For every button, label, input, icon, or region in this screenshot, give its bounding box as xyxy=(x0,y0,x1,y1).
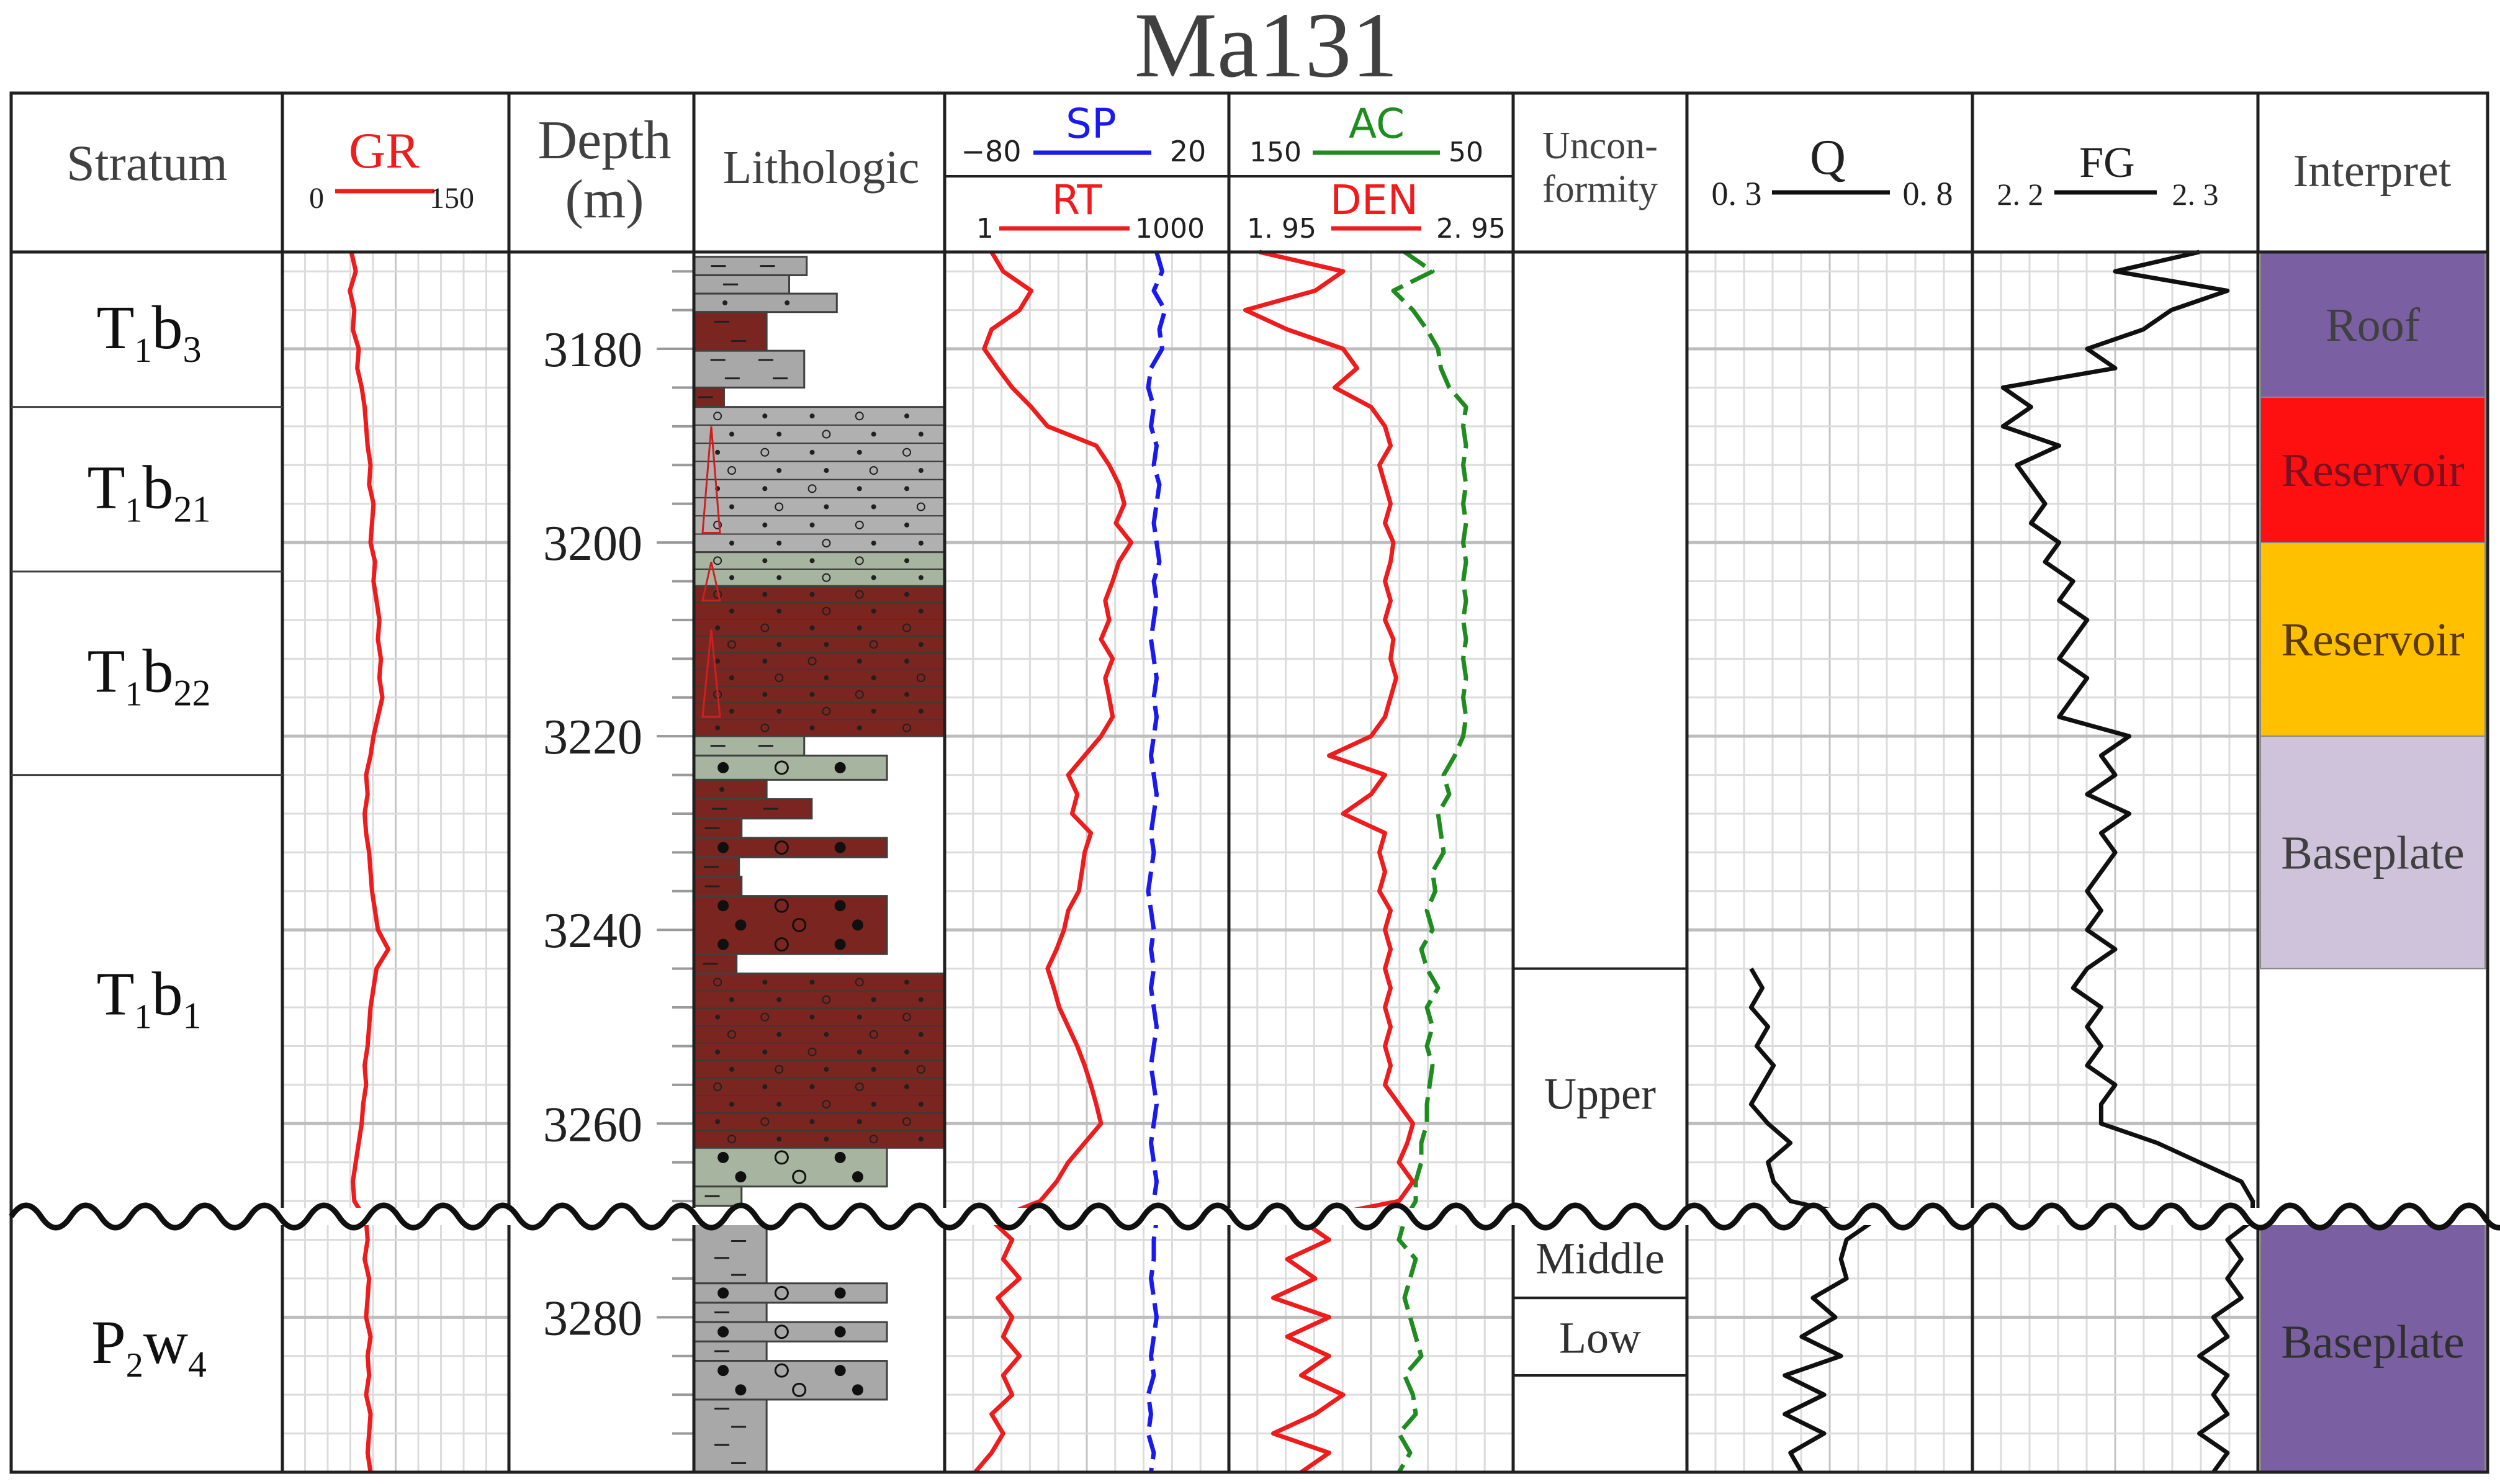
unconformity-zone-label: Middle xyxy=(1536,1234,1665,1284)
header-unconformity-line1: Uncon- xyxy=(1542,125,1658,167)
track-frame xyxy=(9,91,2500,1474)
interpret-zone-label: Baseplate xyxy=(2281,1316,2464,1368)
header-sp-label: SP xyxy=(1066,100,1117,148)
curve-den xyxy=(1243,250,1415,1474)
interpret-zone-label: Baseplate xyxy=(2281,827,2464,879)
depth-tick-label: 3200 xyxy=(543,516,642,571)
chart-title: Ma131 xyxy=(1135,0,1398,97)
header-depth-label: Depth xyxy=(537,110,671,171)
header-interpret: Interpret xyxy=(2293,146,2452,197)
header-fg-max: 2. 3 xyxy=(2172,177,2219,212)
unconformity-zone-label: Low xyxy=(1559,1313,1641,1363)
interpret-zone xyxy=(2260,1210,2486,1473)
lithology-bed xyxy=(693,1398,768,1473)
depth-tick-label: 3180 xyxy=(543,323,642,377)
stratum-label: P2w4 xyxy=(91,1308,207,1385)
curve-gr xyxy=(348,251,391,1473)
column-headers: Stratum GR 0 150 Depth (m) Lithologic SP… xyxy=(66,100,2452,245)
zone-fills xyxy=(693,251,2486,1473)
header-gr-min: 0 xyxy=(309,182,324,215)
lithology-bed xyxy=(693,778,768,801)
lithology-bed xyxy=(693,1340,768,1362)
curve-fg xyxy=(2000,250,2255,1474)
interpret-zone xyxy=(2260,251,2486,398)
header-sp-max: 20 xyxy=(1170,135,1207,168)
lithology-bed xyxy=(693,798,813,820)
stratum-label: T1b21 xyxy=(87,452,210,529)
fining-up-triangle xyxy=(701,561,721,602)
lithology-bed xyxy=(693,274,791,295)
outer-frame xyxy=(9,91,2489,1474)
header-q-min: 0. 3 xyxy=(1712,175,1762,212)
depth-tick-label: 3260 xyxy=(543,1097,642,1152)
lithology-bed xyxy=(693,349,806,389)
stratum-label: T1b22 xyxy=(87,637,210,714)
header-gr-max: 150 xyxy=(429,182,474,215)
stratum-label: T1b3 xyxy=(96,293,201,370)
lithology-bed xyxy=(693,1302,768,1323)
lithology-bed xyxy=(693,311,768,352)
fining-up-triangle xyxy=(701,629,721,718)
header-ac-max: 50 xyxy=(1449,137,1483,168)
depth-tick-label: 3240 xyxy=(543,904,642,958)
header-rt-min: 1 xyxy=(976,213,994,245)
track-grids xyxy=(282,252,2258,1472)
header-ac-label: AC xyxy=(1349,100,1405,148)
fining-up-triangle xyxy=(701,426,721,534)
header-lithologic: Lithologic xyxy=(723,142,920,194)
header-q-label: Q xyxy=(1810,130,1846,185)
header-unconformity-line2: formity xyxy=(1542,168,1658,210)
stratum-label: T1b1 xyxy=(96,959,201,1036)
interpret-zone xyxy=(2260,542,2486,737)
header-den-max: 2. 95 xyxy=(1436,213,1506,245)
unconformity-wavy-line xyxy=(9,1202,2500,1231)
header-q-max: 0. 8 xyxy=(1903,175,1953,212)
header-den-min: 1. 95 xyxy=(1247,213,1316,245)
interpret-zone-label: Reservoir xyxy=(2281,614,2464,666)
header-ac-min: 150 xyxy=(1249,137,1302,168)
header-stratum: Stratum xyxy=(66,135,228,191)
header-sp-min: −80 xyxy=(961,135,1021,168)
lithology-bed xyxy=(693,292,838,313)
depth-tick-label: 3280 xyxy=(543,1291,642,1346)
header-rt-max: 1000 xyxy=(1135,213,1205,245)
unconformity-zone-label: Upper xyxy=(1544,1069,1656,1118)
interpret-zone-label: Reservoir xyxy=(2281,444,2464,497)
interpret-zone-label: Roof xyxy=(2326,299,2421,351)
header-rt-label: RT xyxy=(1051,176,1102,224)
interpret-zone xyxy=(2260,735,2486,969)
curve-ac xyxy=(1391,250,1468,1473)
interpret-zone xyxy=(2260,397,2486,544)
lithology-bed xyxy=(693,256,808,276)
track-labels: 3180 3200 3220 3240 3260 3280 Roof Reservoir Res… xyxy=(87,293,2464,1385)
depth-tick-label: 3220 xyxy=(543,710,642,765)
curve-sp xyxy=(1146,251,1167,1473)
header-fg-min: 2. 2 xyxy=(1997,177,2044,212)
header-fg-label: FG xyxy=(2079,139,2134,187)
header-gr-label: GR xyxy=(349,122,420,179)
lithology-bed xyxy=(693,585,946,737)
header-den-label: DEN xyxy=(1330,176,1418,224)
curve-rt xyxy=(973,251,1134,1474)
header-depth-unit: (m) xyxy=(565,169,644,230)
